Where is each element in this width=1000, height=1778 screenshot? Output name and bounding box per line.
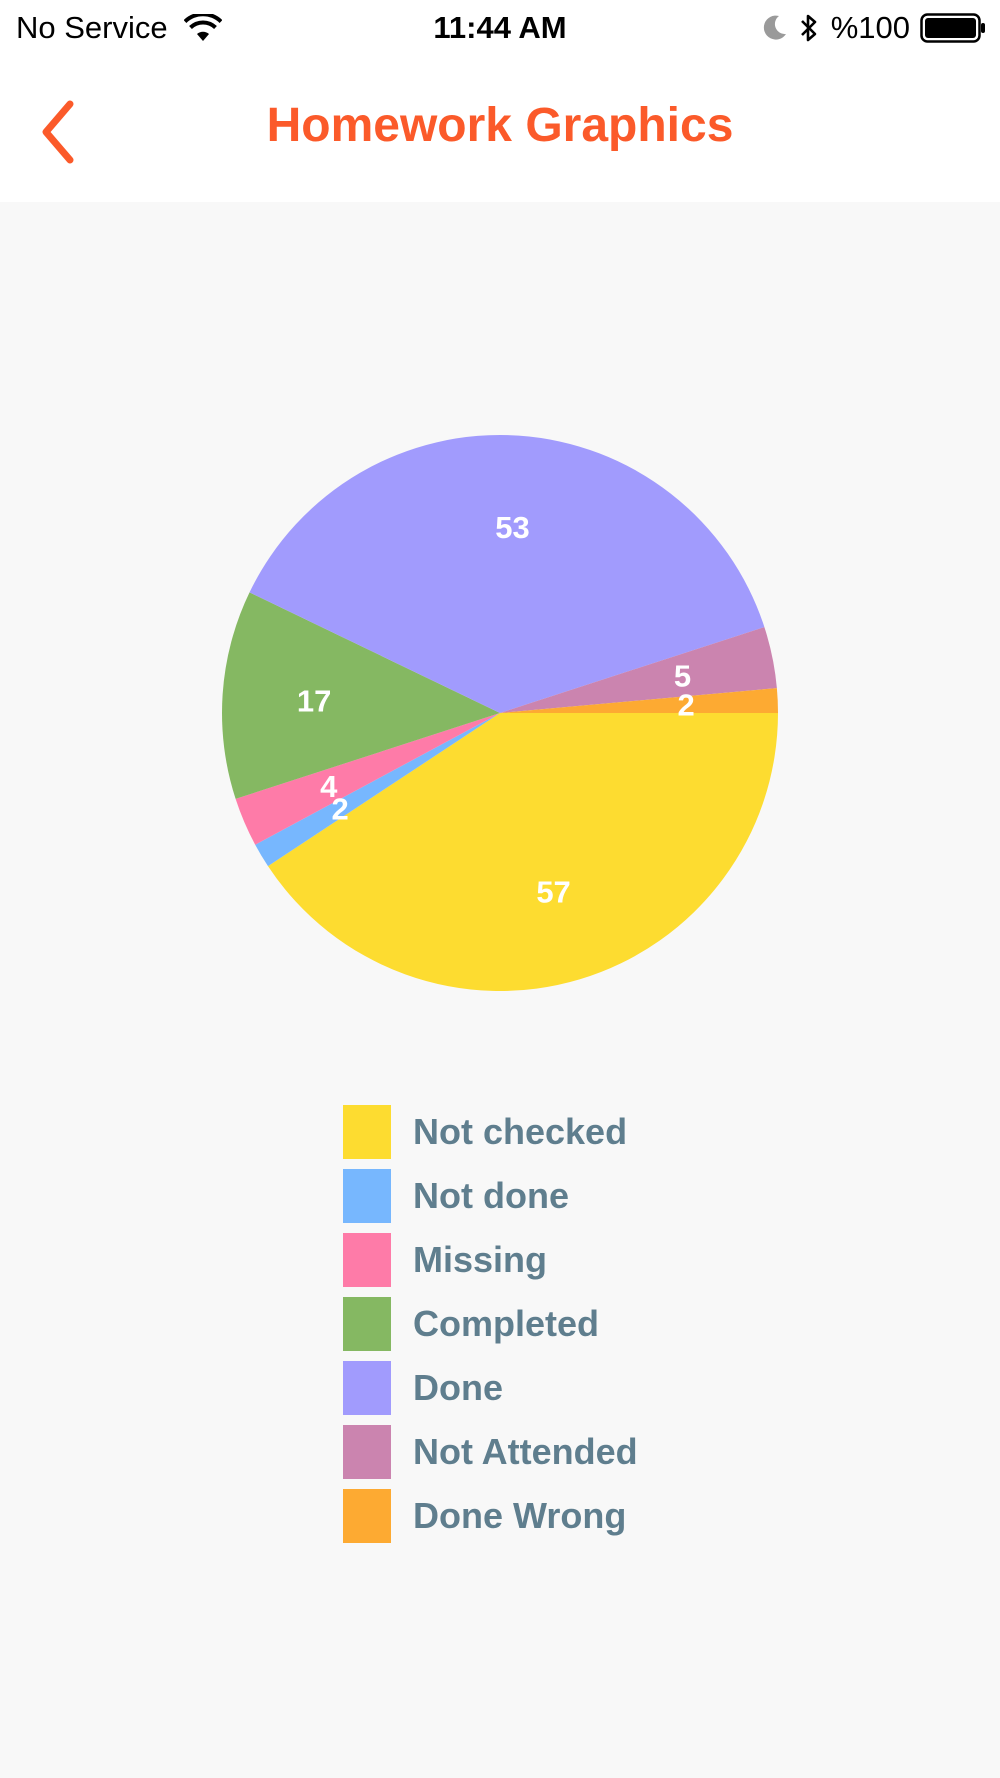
legend-item-not-done: Not done [343,1164,638,1228]
legend-item-not-attended: Not Attended [343,1420,638,1484]
pie-label-done: 53 [495,510,529,545]
legend-swatch [343,1489,391,1543]
pie-slice-not-checked [267,713,778,991]
pie-slice-completed [221,592,500,799]
legend-label: Missing [413,1239,548,1280]
legend-item-missing: Missing [343,1228,638,1292]
pie-slice-not-attended [500,627,777,713]
pie-label-done-wrong: 2 [677,688,694,723]
pie-slice-done-wrong [500,688,778,713]
moon-icon [761,14,787,42]
status-left: No Service [16,10,222,46]
nav-bar: Homework Graphics [0,56,1000,202]
pie-label-missing: 4 [320,769,338,804]
legend-label: Done Wrong [413,1495,627,1536]
status-bar: No Service 11:44 AM %100 [0,0,1000,56]
page-title: Homework Graphics [266,99,734,152]
back-button[interactable] [30,92,90,172]
legend-item-not-checked: Not checked [343,1100,638,1164]
legend-swatch [343,1425,391,1479]
pie-slice-not-done [255,713,500,867]
status-right: %100 [761,10,986,46]
legend-item-done-wrong: Done Wrong [343,1484,638,1548]
battery-label: %100 [830,10,910,45]
legend-swatch [343,1233,391,1287]
legend-label: Completed [413,1303,600,1344]
bluetooth-icon [799,13,819,43]
legend-swatch [343,1297,391,1351]
legend-label: Not done [413,1175,569,1216]
pie-slice-done [249,434,765,713]
carrier-label: No Service [16,10,168,45]
legend-label: Not checked [413,1111,628,1152]
chart-legend: Not checked Not done Missing Completed Done N… [343,1100,638,1548]
status-time: 11:44 AM [433,10,567,45]
chart-area: 57 2 4 17 53 5 2 Not checked Not done Missing Com… [0,202,1000,1778]
battery-icon [920,13,986,43]
chevron-left-icon [42,100,74,164]
pie-label-not-attended: 5 [674,659,691,694]
legend-item-completed: Completed [343,1292,638,1356]
legend-swatch [343,1361,391,1415]
legend-swatch [343,1105,391,1159]
legend-label: Done [413,1367,503,1408]
legend-label: Not Attended [413,1431,638,1472]
pie-label-completed: 17 [297,683,331,718]
pie-label-not-done: 2 [331,792,348,827]
pie-label-not-checked: 57 [536,874,570,909]
legend-item-done: Done [343,1356,638,1420]
legend-swatch [343,1169,391,1223]
pie-slice-missing [235,713,500,845]
wifi-icon [183,14,222,42]
